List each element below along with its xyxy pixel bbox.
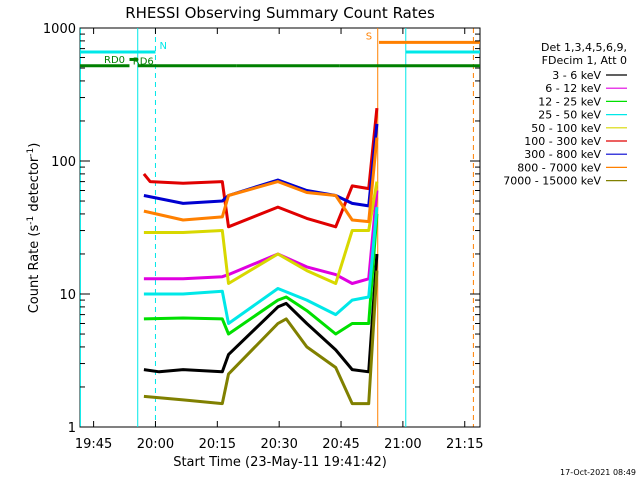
x-axis-label: Start Time (23-May-11 19:41:42) [173,455,387,470]
legend-label-2: 12 - 25 keV [538,95,601,108]
x-tick-label-3: 20:30 [260,437,297,452]
flag-label-2: N [159,41,166,52]
series-line-8 [143,270,379,406]
series-line-6 [143,123,379,208]
chart-title: RHESSI Observing Summary Count Rates [125,4,435,22]
x-tick-label-4: 20:45 [322,437,359,452]
series-line-1 [143,190,379,285]
flag-label-0: RD0 [104,55,125,66]
legend-label-5: 100 - 300 keV [524,135,601,148]
x-tick-label-6: 21:15 [446,437,483,452]
legend-header-line-2: FDecim 1, Att 0 [542,54,627,67]
plot-area [79,27,481,428]
vertical-markers [79,28,474,427]
flag-label-3: S [366,31,372,42]
x-tick-label-1: 20:00 [137,437,174,452]
y-tick-label-3: 1000 [43,22,76,37]
timestamp: 17-Oct-2021 08:49 [560,468,636,477]
legend-label-3: 25 - 50 keV [538,109,601,122]
series-line-2 [143,213,379,336]
y-tick-label-2: 100 [51,155,76,170]
legend-label-7: 800 - 7000 keV [517,161,601,174]
legend-label-8: 7000 - 15000 keV [503,175,601,188]
legend-label-0: 3 - 6 keV [552,69,601,82]
y-axis-ticks: 1 10 100 1000 [43,22,480,436]
legend-label-4: 50 - 100 keV [531,122,601,135]
x-tick-label-0: 19:45 [75,437,112,452]
legend-label-6: 300 - 800 keV [524,148,601,161]
series-line-0 [143,253,379,374]
series-line-5 [142,107,379,229]
legend-label-1: 6 - 12 keV [545,82,601,95]
flag-bars: RD0 RD6 N S [80,31,480,67]
legend: Det 1,3,4,5,6,9, FDecim 1, Att 0 3 - 6 k… [503,41,627,188]
x-axis-ticks: 19:45 20:00 20:15 20:30 20:45 21:00 21:15 [75,28,483,452]
x-tick-label-2: 20:15 [199,437,236,452]
legend-header-line-1: Det 1,3,4,5,6,9, [541,41,627,54]
series-line-3 [143,206,379,325]
y-tick-label-0: 1 [68,421,76,436]
series-line-4 [143,181,379,285]
flag-label-1: RD6 [133,56,154,67]
y-axis-label: Count Rate (s-1 detector-1) [26,143,42,314]
y-tick-label-1: 10 [59,288,76,303]
x-tick-label-5: 21:00 [384,437,421,452]
series-lines [142,107,379,406]
series-line-7 [143,137,379,224]
